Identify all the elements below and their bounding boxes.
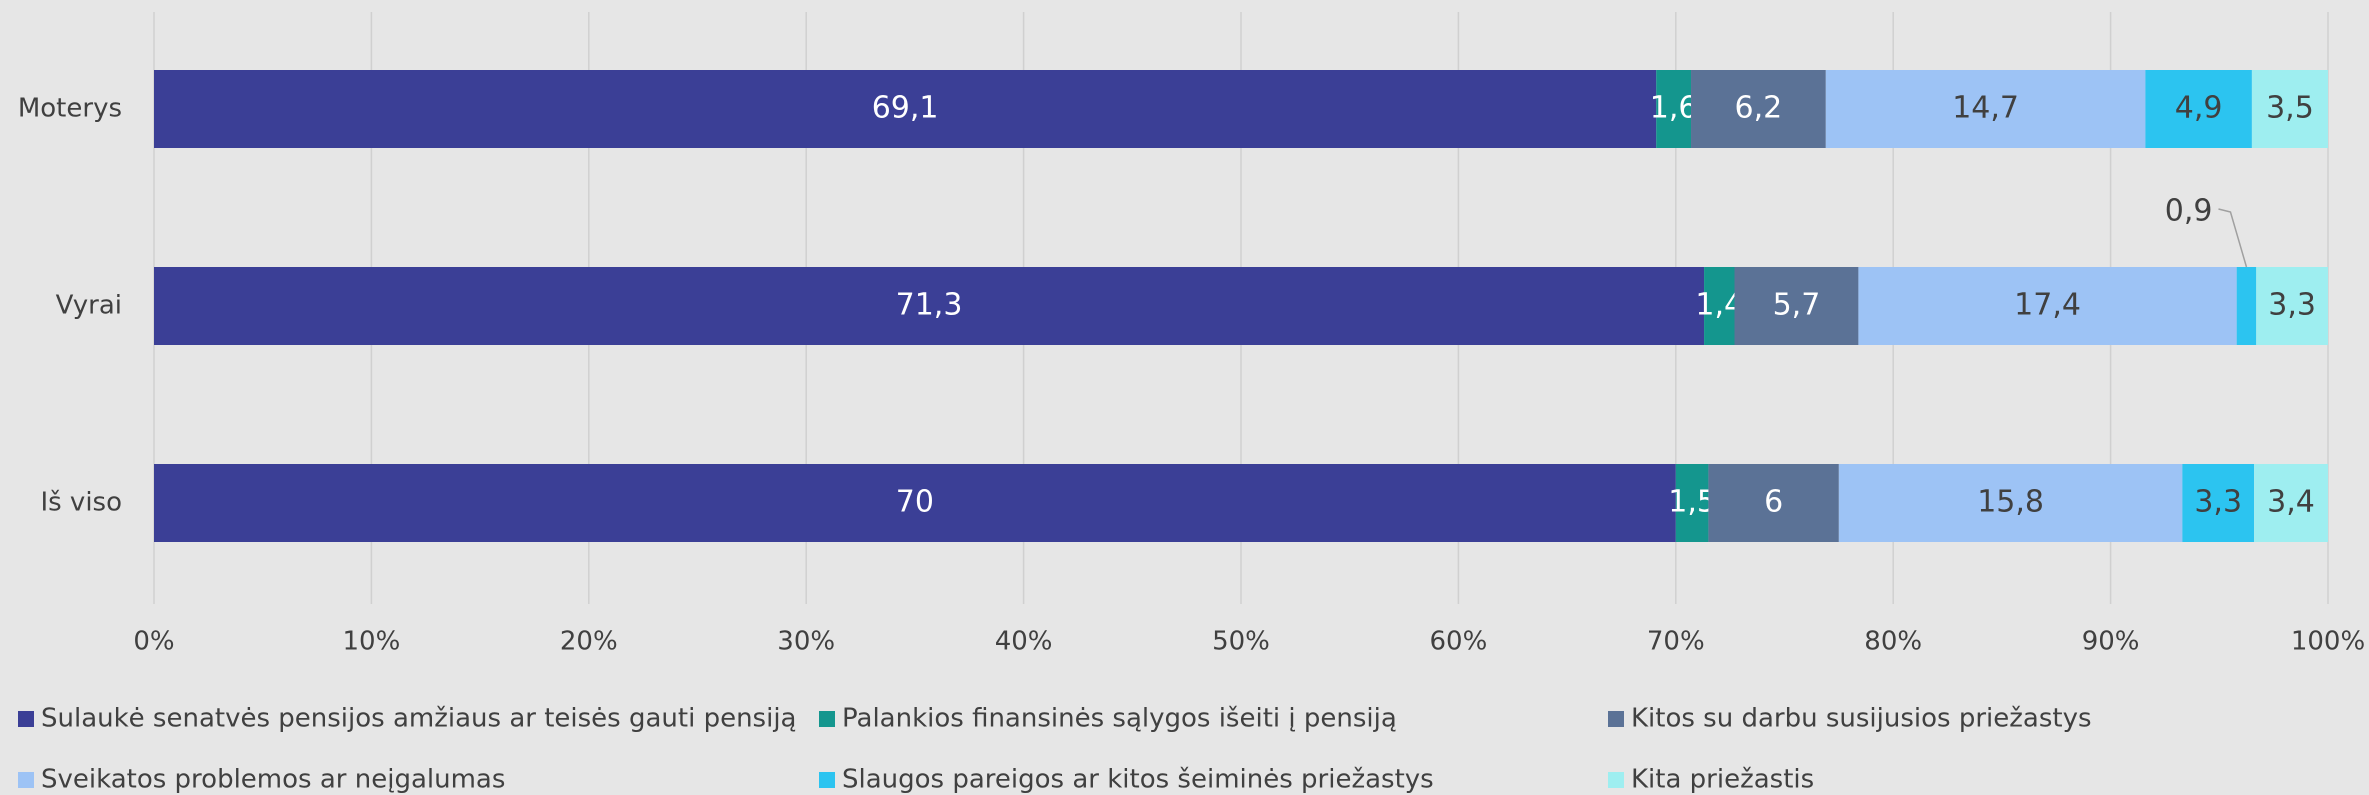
data-label: 14,7: [1952, 91, 2019, 126]
category-label: Moterys: [18, 94, 122, 124]
bar-segment: [1825, 70, 2146, 148]
bar-segment: [1708, 464, 1839, 542]
bar-segment: [2254, 464, 2328, 542]
bar-segment: [1858, 267, 2237, 345]
legend-swatch: [819, 711, 835, 727]
bar-segment: [154, 70, 1657, 148]
legend-label: Kitos su darbu susijusios priežastys: [1631, 704, 2092, 734]
bar-segment: [2182, 464, 2255, 542]
legend-label: Kita priežastis: [1631, 765, 1814, 795]
bar-segment: [154, 267, 1705, 345]
data-label: 4,9: [2175, 91, 2223, 126]
legend-label: Sulaukė senatvės pensijos amžiaus ar tei…: [41, 704, 796, 734]
category-label: Vyrai: [56, 291, 122, 321]
legend-label: Slaugos pareigos ar kitos šeiminės priež…: [842, 765, 1434, 795]
data-label: 71,3: [896, 288, 963, 323]
bar-segment: [1734, 267, 1859, 345]
data-label: 0,9: [2165, 194, 2213, 229]
data-label: 1,6: [1650, 91, 1698, 126]
bar-segment: [1656, 70, 1692, 148]
x-tick-label: 100%: [2291, 627, 2365, 657]
bar-segment: [154, 464, 1676, 542]
bar-segment: [1838, 464, 2183, 542]
x-tick-label: 70%: [1647, 627, 1705, 657]
data-label: 1,5: [1668, 485, 1716, 520]
data-label: 6,2: [1735, 91, 1783, 126]
x-tick-label: 10%: [343, 627, 401, 657]
bar-segment: [1691, 70, 1826, 148]
data-label: 3,4: [2267, 485, 2315, 520]
bar-segment: [2236, 267, 2257, 345]
x-tick-label: 80%: [1864, 627, 1922, 657]
data-label: 5,7: [1773, 288, 1821, 323]
bar-segment: [2251, 70, 2328, 148]
x-tick-label: 20%: [560, 627, 618, 657]
category-label: Iš viso: [40, 488, 122, 518]
leader-line: [2218, 208, 2248, 268]
x-tick-label: 0%: [133, 627, 174, 657]
bar-segment: [2145, 70, 2252, 148]
x-tick-label: 40%: [995, 627, 1053, 657]
bar-segment: [1704, 267, 1735, 345]
legend-label: Palankios finansinės sąlygos išeiti į pe…: [842, 704, 1397, 734]
x-tick-label: 50%: [1212, 627, 1270, 657]
legend-swatch: [1608, 711, 1624, 727]
data-label: 15,8: [1977, 485, 2044, 520]
data-label: 69,1: [872, 91, 939, 126]
legend-swatch: [819, 772, 835, 788]
data-label: 70: [896, 485, 934, 520]
x-tick-label: 90%: [2082, 627, 2140, 657]
bar-segment: [1675, 464, 1709, 542]
data-label: 3,5: [2266, 91, 2314, 126]
legend-label: Sveikatos problemos ar neįgalumas: [41, 765, 505, 795]
x-tick-label: 60%: [1430, 627, 1488, 657]
legend-swatch: [18, 711, 34, 727]
legend-swatch: [1608, 772, 1624, 788]
bar-segment: [2256, 267, 2328, 345]
data-label: 3,3: [2194, 485, 2242, 520]
data-label: 17,4: [2014, 288, 2081, 323]
data-label: 6: [1764, 485, 1783, 520]
data-label: 3,3: [2268, 288, 2316, 323]
legend-swatch: [18, 772, 34, 788]
x-tick-label: 30%: [777, 627, 835, 657]
